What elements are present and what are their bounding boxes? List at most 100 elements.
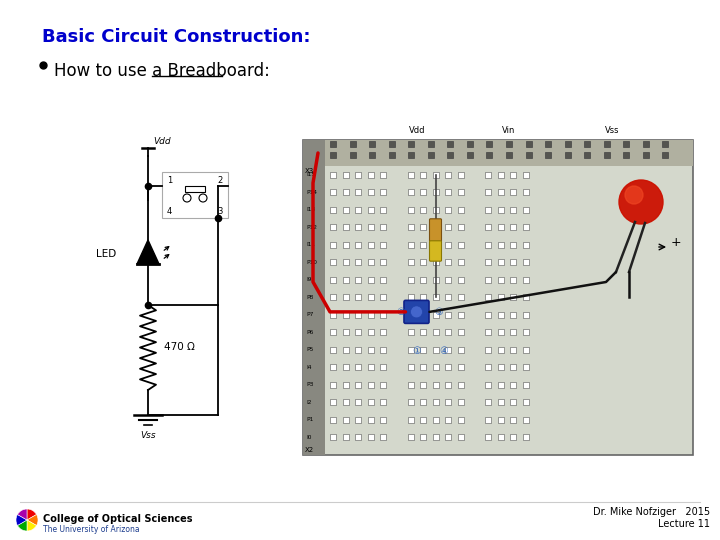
Bar bbox=[564, 152, 571, 158]
FancyBboxPatch shape bbox=[404, 300, 429, 323]
Bar bbox=[498, 207, 503, 213]
Bar bbox=[408, 294, 413, 300]
Bar bbox=[380, 329, 386, 335]
FancyBboxPatch shape bbox=[430, 219, 441, 242]
Text: P14: P14 bbox=[306, 190, 317, 195]
Bar bbox=[380, 435, 386, 441]
Circle shape bbox=[625, 186, 643, 204]
Bar bbox=[662, 152, 668, 158]
Bar bbox=[445, 347, 451, 353]
Bar bbox=[624, 152, 629, 158]
Bar bbox=[523, 294, 528, 300]
Bar bbox=[510, 364, 516, 370]
Bar bbox=[457, 382, 464, 388]
Bar bbox=[408, 329, 413, 335]
Bar bbox=[457, 207, 464, 213]
Bar bbox=[355, 224, 361, 230]
Bar bbox=[355, 347, 361, 353]
Circle shape bbox=[183, 194, 191, 202]
Text: Lecture 11: Lecture 11 bbox=[658, 519, 710, 529]
Bar bbox=[355, 400, 361, 406]
Bar bbox=[485, 347, 491, 353]
Bar bbox=[433, 417, 438, 423]
Text: 470 Ω: 470 Ω bbox=[164, 342, 195, 353]
Bar bbox=[433, 312, 438, 318]
Bar bbox=[343, 259, 348, 265]
Bar bbox=[408, 400, 413, 406]
Bar bbox=[485, 190, 491, 195]
Bar bbox=[380, 207, 386, 213]
Wedge shape bbox=[27, 520, 37, 531]
Bar bbox=[330, 400, 336, 406]
Bar bbox=[445, 382, 451, 388]
Bar bbox=[408, 152, 414, 158]
Bar bbox=[330, 172, 336, 178]
Bar bbox=[523, 329, 528, 335]
Bar bbox=[408, 259, 413, 265]
Text: I13: I13 bbox=[306, 207, 315, 212]
Bar bbox=[485, 417, 491, 423]
Bar bbox=[526, 152, 531, 158]
Bar bbox=[433, 259, 438, 265]
Bar bbox=[355, 435, 361, 441]
Bar bbox=[506, 141, 512, 147]
Bar bbox=[485, 312, 491, 318]
Bar bbox=[457, 364, 464, 370]
Bar bbox=[367, 400, 374, 406]
Bar bbox=[485, 382, 491, 388]
Text: P10: P10 bbox=[306, 260, 317, 265]
Bar bbox=[355, 277, 361, 283]
Bar bbox=[408, 435, 413, 441]
Text: ④: ④ bbox=[439, 346, 448, 356]
Text: P7: P7 bbox=[306, 312, 313, 318]
Wedge shape bbox=[16, 515, 27, 525]
Text: I9: I9 bbox=[306, 278, 312, 282]
Bar bbox=[485, 364, 491, 370]
Bar bbox=[343, 382, 348, 388]
Bar bbox=[526, 141, 531, 147]
Text: P1: P1 bbox=[306, 417, 313, 422]
Bar bbox=[389, 141, 395, 147]
Text: 2: 2 bbox=[217, 176, 223, 185]
Bar bbox=[498, 259, 503, 265]
Bar bbox=[330, 312, 336, 318]
Bar bbox=[355, 382, 361, 388]
Bar bbox=[487, 152, 492, 158]
Text: 3: 3 bbox=[217, 207, 223, 216]
Bar bbox=[510, 382, 516, 388]
Bar bbox=[367, 242, 374, 248]
Bar bbox=[604, 141, 610, 147]
Bar bbox=[355, 172, 361, 178]
Wedge shape bbox=[17, 509, 27, 520]
Bar bbox=[510, 417, 516, 423]
Bar bbox=[498, 224, 503, 230]
Bar bbox=[457, 435, 464, 441]
Bar bbox=[380, 364, 386, 370]
Text: Vdd: Vdd bbox=[153, 137, 171, 146]
Bar bbox=[428, 141, 433, 147]
Bar bbox=[330, 152, 336, 158]
Bar bbox=[523, 312, 528, 318]
Bar bbox=[498, 382, 503, 388]
Bar bbox=[369, 141, 375, 147]
Bar bbox=[343, 347, 348, 353]
Wedge shape bbox=[27, 509, 37, 520]
Bar bbox=[420, 329, 426, 335]
Text: Dr. Mike Nofziger   2015: Dr. Mike Nofziger 2015 bbox=[593, 507, 710, 517]
Bar bbox=[343, 277, 348, 283]
Bar bbox=[330, 259, 336, 265]
Bar bbox=[349, 141, 356, 147]
Bar bbox=[498, 347, 503, 353]
Bar bbox=[330, 364, 336, 370]
Bar bbox=[367, 294, 374, 300]
Bar bbox=[498, 329, 503, 335]
Bar bbox=[457, 417, 464, 423]
Bar bbox=[389, 152, 395, 158]
Text: X3: X3 bbox=[305, 168, 314, 174]
Bar bbox=[510, 207, 516, 213]
Bar bbox=[433, 190, 438, 195]
Bar bbox=[457, 329, 464, 335]
Bar bbox=[343, 242, 348, 248]
Bar bbox=[420, 207, 426, 213]
Text: +: + bbox=[671, 235, 682, 248]
